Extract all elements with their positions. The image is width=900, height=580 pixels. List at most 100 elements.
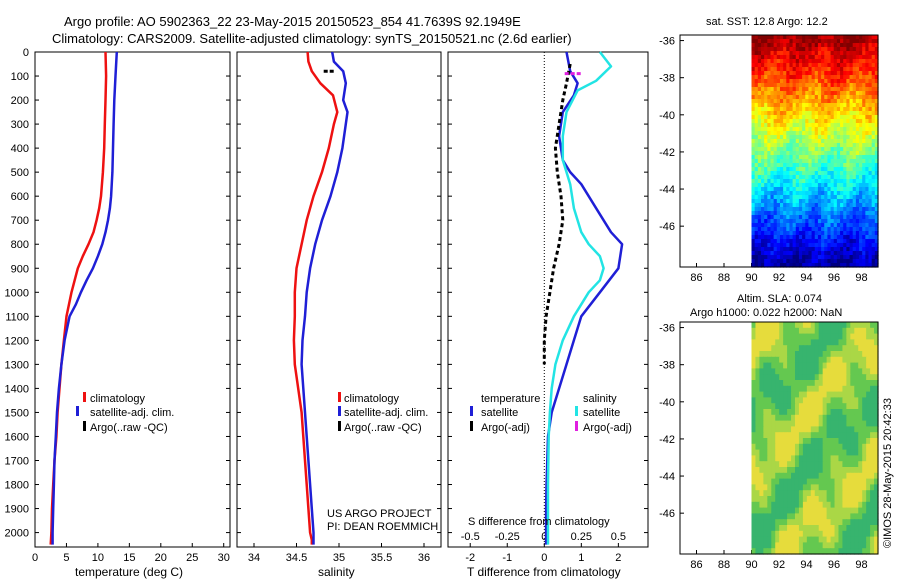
sst-cell: [798, 231, 803, 236]
sst-cell: [808, 155, 813, 160]
sst-cell: [843, 227, 847, 232]
sst-cell: [824, 215, 828, 220]
sla-cell: [775, 327, 780, 335]
sla-cell: [874, 345, 879, 352]
sst-cell: [821, 91, 825, 96]
sla-cell: [834, 536, 840, 543]
sst-cell: [852, 79, 857, 84]
sla-cell: [779, 432, 784, 439]
sst-cell: [802, 139, 806, 144]
sst-cell: [862, 63, 866, 68]
sst-cell: [776, 99, 781, 104]
sst-cell: [786, 95, 791, 100]
sst-cell: [811, 263, 816, 268]
sla-cell: [874, 362, 879, 369]
sst-cell: [871, 235, 876, 240]
sla-cell: [779, 380, 784, 387]
sla-cell: [822, 542, 828, 549]
sst-cell: [811, 235, 816, 240]
sla-cell: [798, 536, 804, 543]
sst-cell: [779, 203, 784, 208]
sla-cell: [810, 356, 816, 364]
sst-cell: [798, 155, 803, 160]
sla-cell: [858, 467, 863, 474]
y-tick-label: -36: [659, 323, 675, 335]
sst-cell: [795, 83, 800, 88]
sst-cell: [855, 255, 860, 260]
sst-cell: [843, 191, 847, 196]
sla-cell: [767, 391, 772, 398]
sst-cell: [827, 51, 832, 56]
sla-cell: [763, 368, 768, 375]
sst-cell: [859, 131, 863, 136]
sla-cell: [767, 542, 772, 549]
sla-cell: [862, 380, 867, 387]
sst-cell: [776, 39, 781, 44]
sst-cell: [814, 143, 819, 148]
sst-cell: [795, 251, 800, 256]
sst-cell: [840, 67, 844, 72]
sla-cell: [755, 362, 760, 369]
sla-cell: [798, 507, 804, 514]
sst-cell: [802, 63, 806, 68]
sst-cell: [792, 211, 797, 216]
sst-cell: [833, 59, 838, 64]
sla-cell: [791, 513, 796, 520]
pi-label: PI: DEAN ROEMMICH: [327, 521, 438, 533]
sst-cell: [836, 191, 841, 196]
sla-cell: [771, 420, 776, 427]
sla-cell: [850, 467, 855, 474]
sst-cell: [865, 159, 870, 164]
sst-cell: [798, 247, 803, 252]
sst-cell: [805, 239, 810, 244]
sst-cell: [817, 175, 822, 180]
sst-cell: [776, 119, 781, 124]
credit-label: ©IMOS 28-May-2015 20:42:33: [882, 398, 894, 548]
sla-cell: [810, 519, 816, 526]
sst-cell: [795, 151, 800, 156]
sla-cell: [822, 507, 828, 514]
sla-cell: [874, 368, 879, 375]
sst-cell: [798, 135, 803, 140]
sla-cell: [767, 461, 772, 468]
sst-cell: [862, 71, 866, 76]
sst-cell: [814, 51, 819, 56]
sst-cell: [833, 155, 838, 160]
sla-cell: [779, 322, 784, 329]
sla-cell: [779, 351, 784, 358]
sst-cell: [798, 71, 803, 76]
sst-cell: [773, 159, 778, 164]
sla-cell: [798, 409, 804, 416]
sla-cell: [830, 414, 836, 422]
sla-cell: [858, 449, 863, 456]
sst-cell: [779, 163, 784, 168]
x2-tick-label: 0.25: [571, 531, 592, 543]
legend-temperature-title: temperature: [481, 393, 540, 405]
sst-cell: [868, 259, 873, 264]
sla-cell: [842, 420, 847, 427]
sst-cell: [773, 179, 778, 184]
sla-cell: [858, 362, 863, 369]
sla-cell: [763, 443, 768, 451]
sst-cell: [770, 171, 775, 176]
sst-map: 86 88 90 92 94 96 98-36-38-40-42-44-46: [659, 35, 879, 284]
sst-cell: [852, 99, 857, 104]
sst-cell: [821, 135, 825, 140]
sst-cell: [830, 59, 835, 64]
sla-cell: [846, 420, 851, 427]
sla-cell: [870, 420, 875, 427]
sst-cell: [789, 163, 794, 168]
sla-cell: [802, 455, 808, 462]
sst-cell: [859, 163, 863, 168]
sla-cell: [838, 397, 844, 404]
sla-cell: [874, 420, 879, 427]
sst-cell: [827, 91, 832, 96]
sst-cell: [859, 47, 863, 52]
sla-cell: [794, 536, 800, 543]
sla-cell: [834, 385, 840, 393]
sst-cell: [824, 115, 828, 120]
sst-cell: [760, 187, 765, 192]
sst-cell: [855, 159, 860, 164]
sla-cell: [818, 501, 824, 509]
sst-cell: [773, 83, 778, 88]
